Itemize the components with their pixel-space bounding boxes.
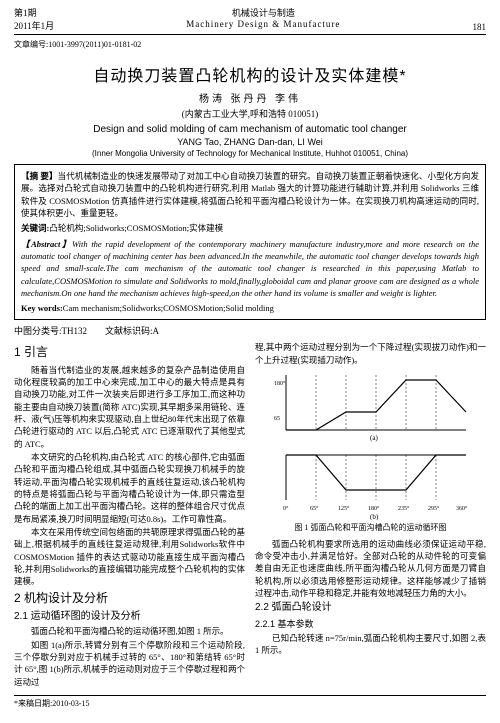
paragraph: 程,其中两个运动过程分别为一个下降过程(实现拔刀动作)和一个上升过程(实现插刀动…	[255, 341, 486, 366]
authors-chinese: 杨涛 张丹丹 李伟	[0, 90, 500, 107]
svg-text:360°: 360°	[456, 505, 468, 512]
keywords-en: Cam mechanism;Solidworks;COSMOSMotion;So…	[63, 303, 274, 313]
paragraph: 弧面凸轮和平面沟槽凸轮的运动循环图,如图 1 所示。	[14, 625, 245, 637]
svg-text:65: 65	[274, 416, 280, 422]
svg-text:180°: 180°	[274, 380, 286, 387]
affiliation-chinese: (内蒙古工业大学,呼和浩特 010051)	[0, 107, 500, 124]
journal-name-en: Machinery Design & Manufacture	[186, 19, 340, 29]
paragraph: 本文在采用传统空间包络面的共轭原理求得弧面凸轮的基础上,根据机械手的直线往复运动…	[14, 526, 245, 588]
abstract-label-cn: 【摘 要】	[21, 171, 58, 181]
footnote: *来稿日期:2010-03-15	[0, 698, 500, 709]
svg-text:125°: 125°	[338, 505, 350, 512]
paragraph: 已知凸轮转速 n=75r/min,弧面凸轮机构主要尺寸,如图 2,表 1 所示。	[255, 632, 486, 657]
section-2-heading: 2 机构设计及分析	[14, 590, 245, 607]
motion-cycle-chart: 65 180° (a) 0° 65° 125°	[266, 370, 476, 520]
svg-text:180°: 180°	[368, 505, 380, 512]
svg-text:235°: 235°	[398, 505, 410, 512]
right-column: 程,其中两个运动过程分别为一个下降过程(实现拔刀动作)和一个上升过程(实现插刀动…	[255, 341, 486, 688]
abstract-box: 【摘 要】当代机械制造业的快速发展带动了对加工中心自动换刀装置的研究。自动换刀装…	[14, 164, 486, 320]
header-divider	[14, 34, 486, 35]
paragraph: 本文研究的凸轮机构,由凸轮式 ATC 的核心部件,它由弧面凸轮和平面沟槽凸轮组成…	[14, 451, 245, 525]
paragraph: 随着当代制造业的发展,越来越多的复杂产品制造使用自动化程度较高的加工中心来完成,…	[14, 364, 245, 450]
svg-text:0°: 0°	[283, 505, 289, 512]
keywords-label-en: Key words:	[21, 303, 63, 313]
figure-1-caption: 图 1 弧面凸轮和平面沟槽凸轮的运动循环图	[255, 522, 486, 534]
paragraph: 如图 1(a)所示,转臂分别有三个停歇阶段和三个运动阶段,三个停歇分别对应于机械…	[14, 639, 245, 688]
footer-divider	[14, 695, 486, 696]
page-header: 第1期 2011年1月 机械设计与制造 Machinery Design & M…	[0, 0, 500, 34]
title-english: Design and solid molding of cam mechanis…	[0, 124, 500, 137]
abstract-text-cn: 当代机械制造业的快速发展带动了对加工中心自动换刀装置的研究。自动换刀装置正朝着快…	[21, 171, 479, 218]
abstract-label-en: 【Abstract】	[21, 239, 72, 249]
issue-date: 2011年1月	[14, 19, 54, 32]
authors-english: YANG Tao, ZHANG Dan-dan, LI Wei	[0, 137, 500, 149]
section-1-heading: 1 引言	[14, 344, 245, 361]
title-chinese: 自动换刀装置凸轮机构的设计及实体建模*	[0, 56, 500, 90]
keywords-cn: 凸轮机构;Solidworks;COSMOSMotion;实体建模	[49, 223, 223, 233]
section-2-2-1-heading: 2.2.1 基本参数	[255, 618, 486, 631]
section-2-1-heading: 2.1 运动循环图的设计及分析	[14, 610, 245, 625]
journal-name-cn: 机械设计与制造	[186, 6, 340, 19]
affiliation-english: (Inner Mongolia University of Technology…	[0, 149, 500, 164]
left-column: 1 引言 随着当代制造业的发展,越来越多的复杂产品制造使用自动化程度较高的加工中…	[14, 341, 245, 688]
page-number: 181	[472, 22, 486, 32]
svg-text:(b): (b)	[370, 513, 379, 520]
figure-1: 65 180° (a) 0° 65° 125°	[255, 370, 486, 534]
svg-text:295°: 295°	[428, 505, 440, 512]
issue-number: 第1期	[14, 6, 54, 19]
body-columns: 1 引言 随着当代制造业的发展,越来越多的复杂产品制造使用自动化程度较高的加工中…	[0, 341, 500, 688]
svg-text:(a): (a)	[370, 434, 378, 442]
svg-text:65°: 65°	[310, 505, 319, 512]
paragraph: 弧面凸轮机构要求所选用的运动曲线必须保证运动平稳,命令受冲击小,并满足恰好。全部…	[255, 538, 486, 600]
abstract-text-en: With the rapid development of the contem…	[21, 239, 479, 298]
classification-line: 中图分类号:TH132 文献标识码:A	[0, 324, 500, 341]
keywords-label-cn: 关键词:	[21, 223, 49, 233]
article-id: 文章编号:1001-3997(2011)01-0181-02	[0, 39, 500, 56]
section-2-2-heading: 2.2 弧面凸轮设计	[255, 601, 486, 616]
